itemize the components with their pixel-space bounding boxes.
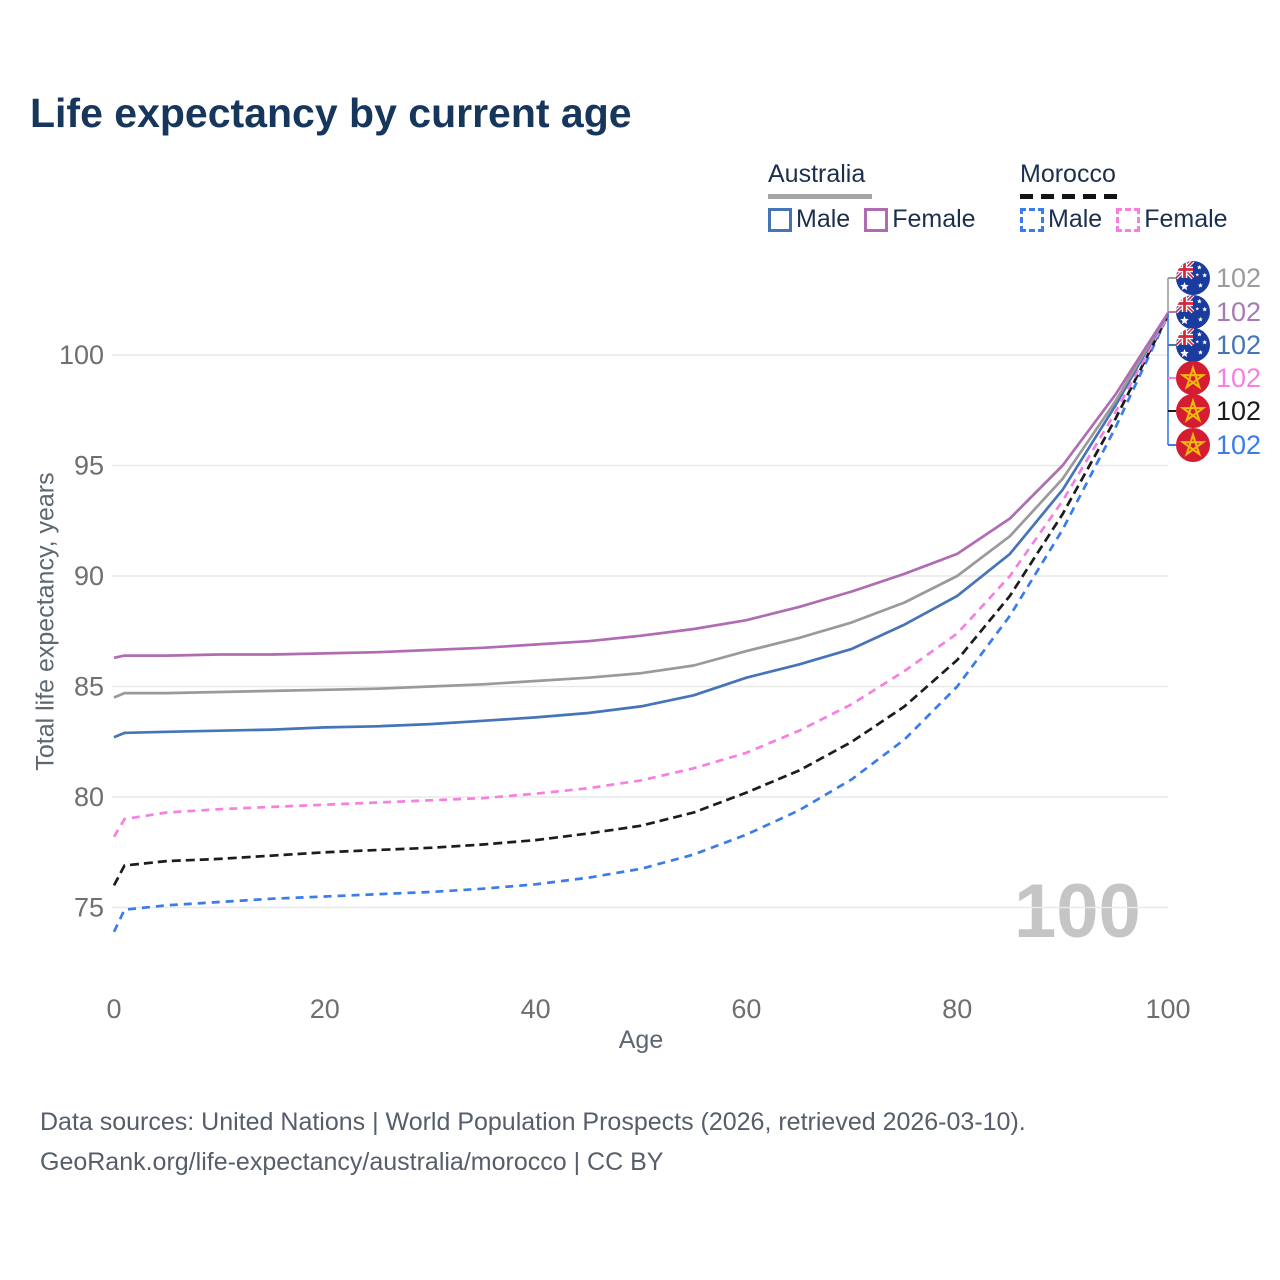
x-tick-20: 20 bbox=[310, 994, 340, 1024]
legend-group-australia: Australia Male Female bbox=[768, 160, 976, 233]
end-label-row-australia: 102 bbox=[1176, 328, 1261, 362]
end-label-row-morocco: 102 bbox=[1176, 428, 1261, 462]
legend-country-morocco: Morocco bbox=[1020, 160, 1116, 188]
series-line-morocco-male bbox=[112, 314, 1170, 933]
x-tick-60: 60 bbox=[731, 994, 761, 1024]
x-tick-0: 0 bbox=[106, 994, 121, 1024]
end-label-value: 102 bbox=[1216, 430, 1262, 460]
series-line-morocco-female bbox=[112, 314, 1170, 838]
age-watermark: 100 bbox=[1014, 869, 1141, 954]
end-label-row-morocco: 102 bbox=[1176, 361, 1261, 395]
legend-label-australia-male[interactable]: Male bbox=[796, 205, 851, 233]
footer-sources: Data sources: United Nations | World Pop… bbox=[40, 1108, 1026, 1136]
x-axis-title: Age bbox=[618, 1026, 664, 1054]
legend-underline-morocco bbox=[1020, 194, 1124, 199]
end-label-value: 102 bbox=[1216, 297, 1262, 327]
y-tick-80: 80 bbox=[74, 782, 104, 812]
page-title: Life expectancy by current age bbox=[30, 90, 632, 136]
legend-label-morocco-female[interactable]: Female bbox=[1144, 205, 1228, 233]
end-label-value: 102 bbox=[1216, 263, 1262, 293]
australia-flag-icon bbox=[1176, 261, 1210, 295]
morocco-flag-icon bbox=[1176, 361, 1210, 395]
series-line-australia-female bbox=[113, 312, 1170, 660]
australia-flag-icon bbox=[1176, 295, 1210, 329]
legend-swatch-australia-male[interactable] bbox=[768, 207, 792, 232]
end-label-value: 102 bbox=[1216, 396, 1262, 426]
legend-label-australia-female[interactable]: Female bbox=[892, 205, 976, 233]
australia-flag-icon bbox=[1176, 328, 1210, 362]
end-label-value: 102 bbox=[1216, 363, 1262, 393]
y-tick-95: 95 bbox=[74, 451, 104, 481]
legend-underline-australia bbox=[768, 194, 872, 199]
y-tick-85: 85 bbox=[74, 672, 104, 702]
series-line-australia-both bbox=[113, 312, 1170, 699]
morocco-flag-icon bbox=[1176, 394, 1210, 428]
legend-label-morocco-male[interactable]: Male bbox=[1048, 205, 1103, 233]
y-tick-90: 90 bbox=[74, 561, 104, 591]
end-label-row-australia: 102 bbox=[1176, 261, 1261, 295]
y-tick-100: 100 bbox=[59, 340, 104, 370]
morocco-flag-icon bbox=[1176, 428, 1210, 462]
series-line-australia-male bbox=[113, 312, 1170, 739]
legend-swatch-australia-female[interactable] bbox=[864, 207, 889, 232]
x-tick-40: 40 bbox=[521, 994, 551, 1024]
legend-swatch-morocco-female[interactable] bbox=[1116, 207, 1141, 232]
x-tick-80: 80 bbox=[942, 994, 972, 1024]
x-tick-100: 100 bbox=[1145, 994, 1190, 1024]
legend-country-australia: Australia bbox=[768, 160, 866, 188]
end-label-row-australia: 102 bbox=[1176, 295, 1261, 329]
legend-swatch-morocco-male[interactable] bbox=[1020, 207, 1044, 232]
legend-group-morocco: Morocco Male Female bbox=[1020, 160, 1228, 233]
y-tick-75: 75 bbox=[74, 893, 104, 923]
end-label-value: 102 bbox=[1216, 330, 1262, 360]
footer-attribution: GeoRank.org/life-expectancy/australia/mo… bbox=[40, 1148, 664, 1176]
end-label-row-morocco: 102 bbox=[1176, 394, 1261, 428]
series-line-morocco-both bbox=[112, 314, 1170, 887]
